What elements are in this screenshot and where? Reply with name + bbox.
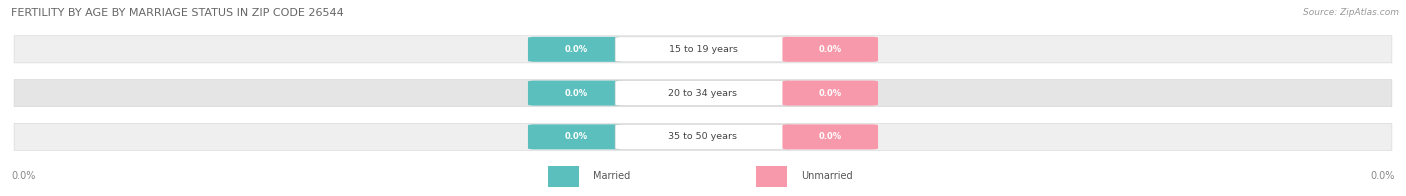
FancyBboxPatch shape bbox=[782, 37, 877, 62]
FancyBboxPatch shape bbox=[782, 124, 877, 149]
FancyBboxPatch shape bbox=[529, 37, 624, 62]
Text: 0.0%: 0.0% bbox=[11, 171, 35, 181]
FancyBboxPatch shape bbox=[616, 124, 790, 149]
Text: 0.0%: 0.0% bbox=[564, 89, 588, 98]
Text: 0.0%: 0.0% bbox=[1371, 171, 1395, 181]
FancyBboxPatch shape bbox=[548, 166, 579, 187]
Text: Unmarried: Unmarried bbox=[801, 171, 853, 181]
FancyBboxPatch shape bbox=[14, 36, 1392, 63]
Text: 0.0%: 0.0% bbox=[818, 132, 842, 141]
Text: 15 to 19 years: 15 to 19 years bbox=[669, 45, 737, 54]
FancyBboxPatch shape bbox=[14, 80, 1392, 107]
Text: FERTILITY BY AGE BY MARRIAGE STATUS IN ZIP CODE 26544: FERTILITY BY AGE BY MARRIAGE STATUS IN Z… bbox=[11, 8, 344, 18]
Text: Married: Married bbox=[593, 171, 630, 181]
FancyBboxPatch shape bbox=[616, 81, 790, 106]
FancyBboxPatch shape bbox=[782, 81, 877, 106]
FancyBboxPatch shape bbox=[529, 81, 624, 106]
FancyBboxPatch shape bbox=[14, 123, 1392, 151]
Text: Source: ZipAtlas.com: Source: ZipAtlas.com bbox=[1303, 8, 1399, 17]
Text: 35 to 50 years: 35 to 50 years bbox=[668, 132, 738, 141]
FancyBboxPatch shape bbox=[616, 37, 790, 62]
Text: 0.0%: 0.0% bbox=[564, 45, 588, 54]
Text: 0.0%: 0.0% bbox=[818, 89, 842, 98]
Text: 0.0%: 0.0% bbox=[818, 45, 842, 54]
Text: 20 to 34 years: 20 to 34 years bbox=[668, 89, 738, 98]
FancyBboxPatch shape bbox=[756, 166, 787, 187]
FancyBboxPatch shape bbox=[529, 124, 624, 149]
Text: 0.0%: 0.0% bbox=[564, 132, 588, 141]
